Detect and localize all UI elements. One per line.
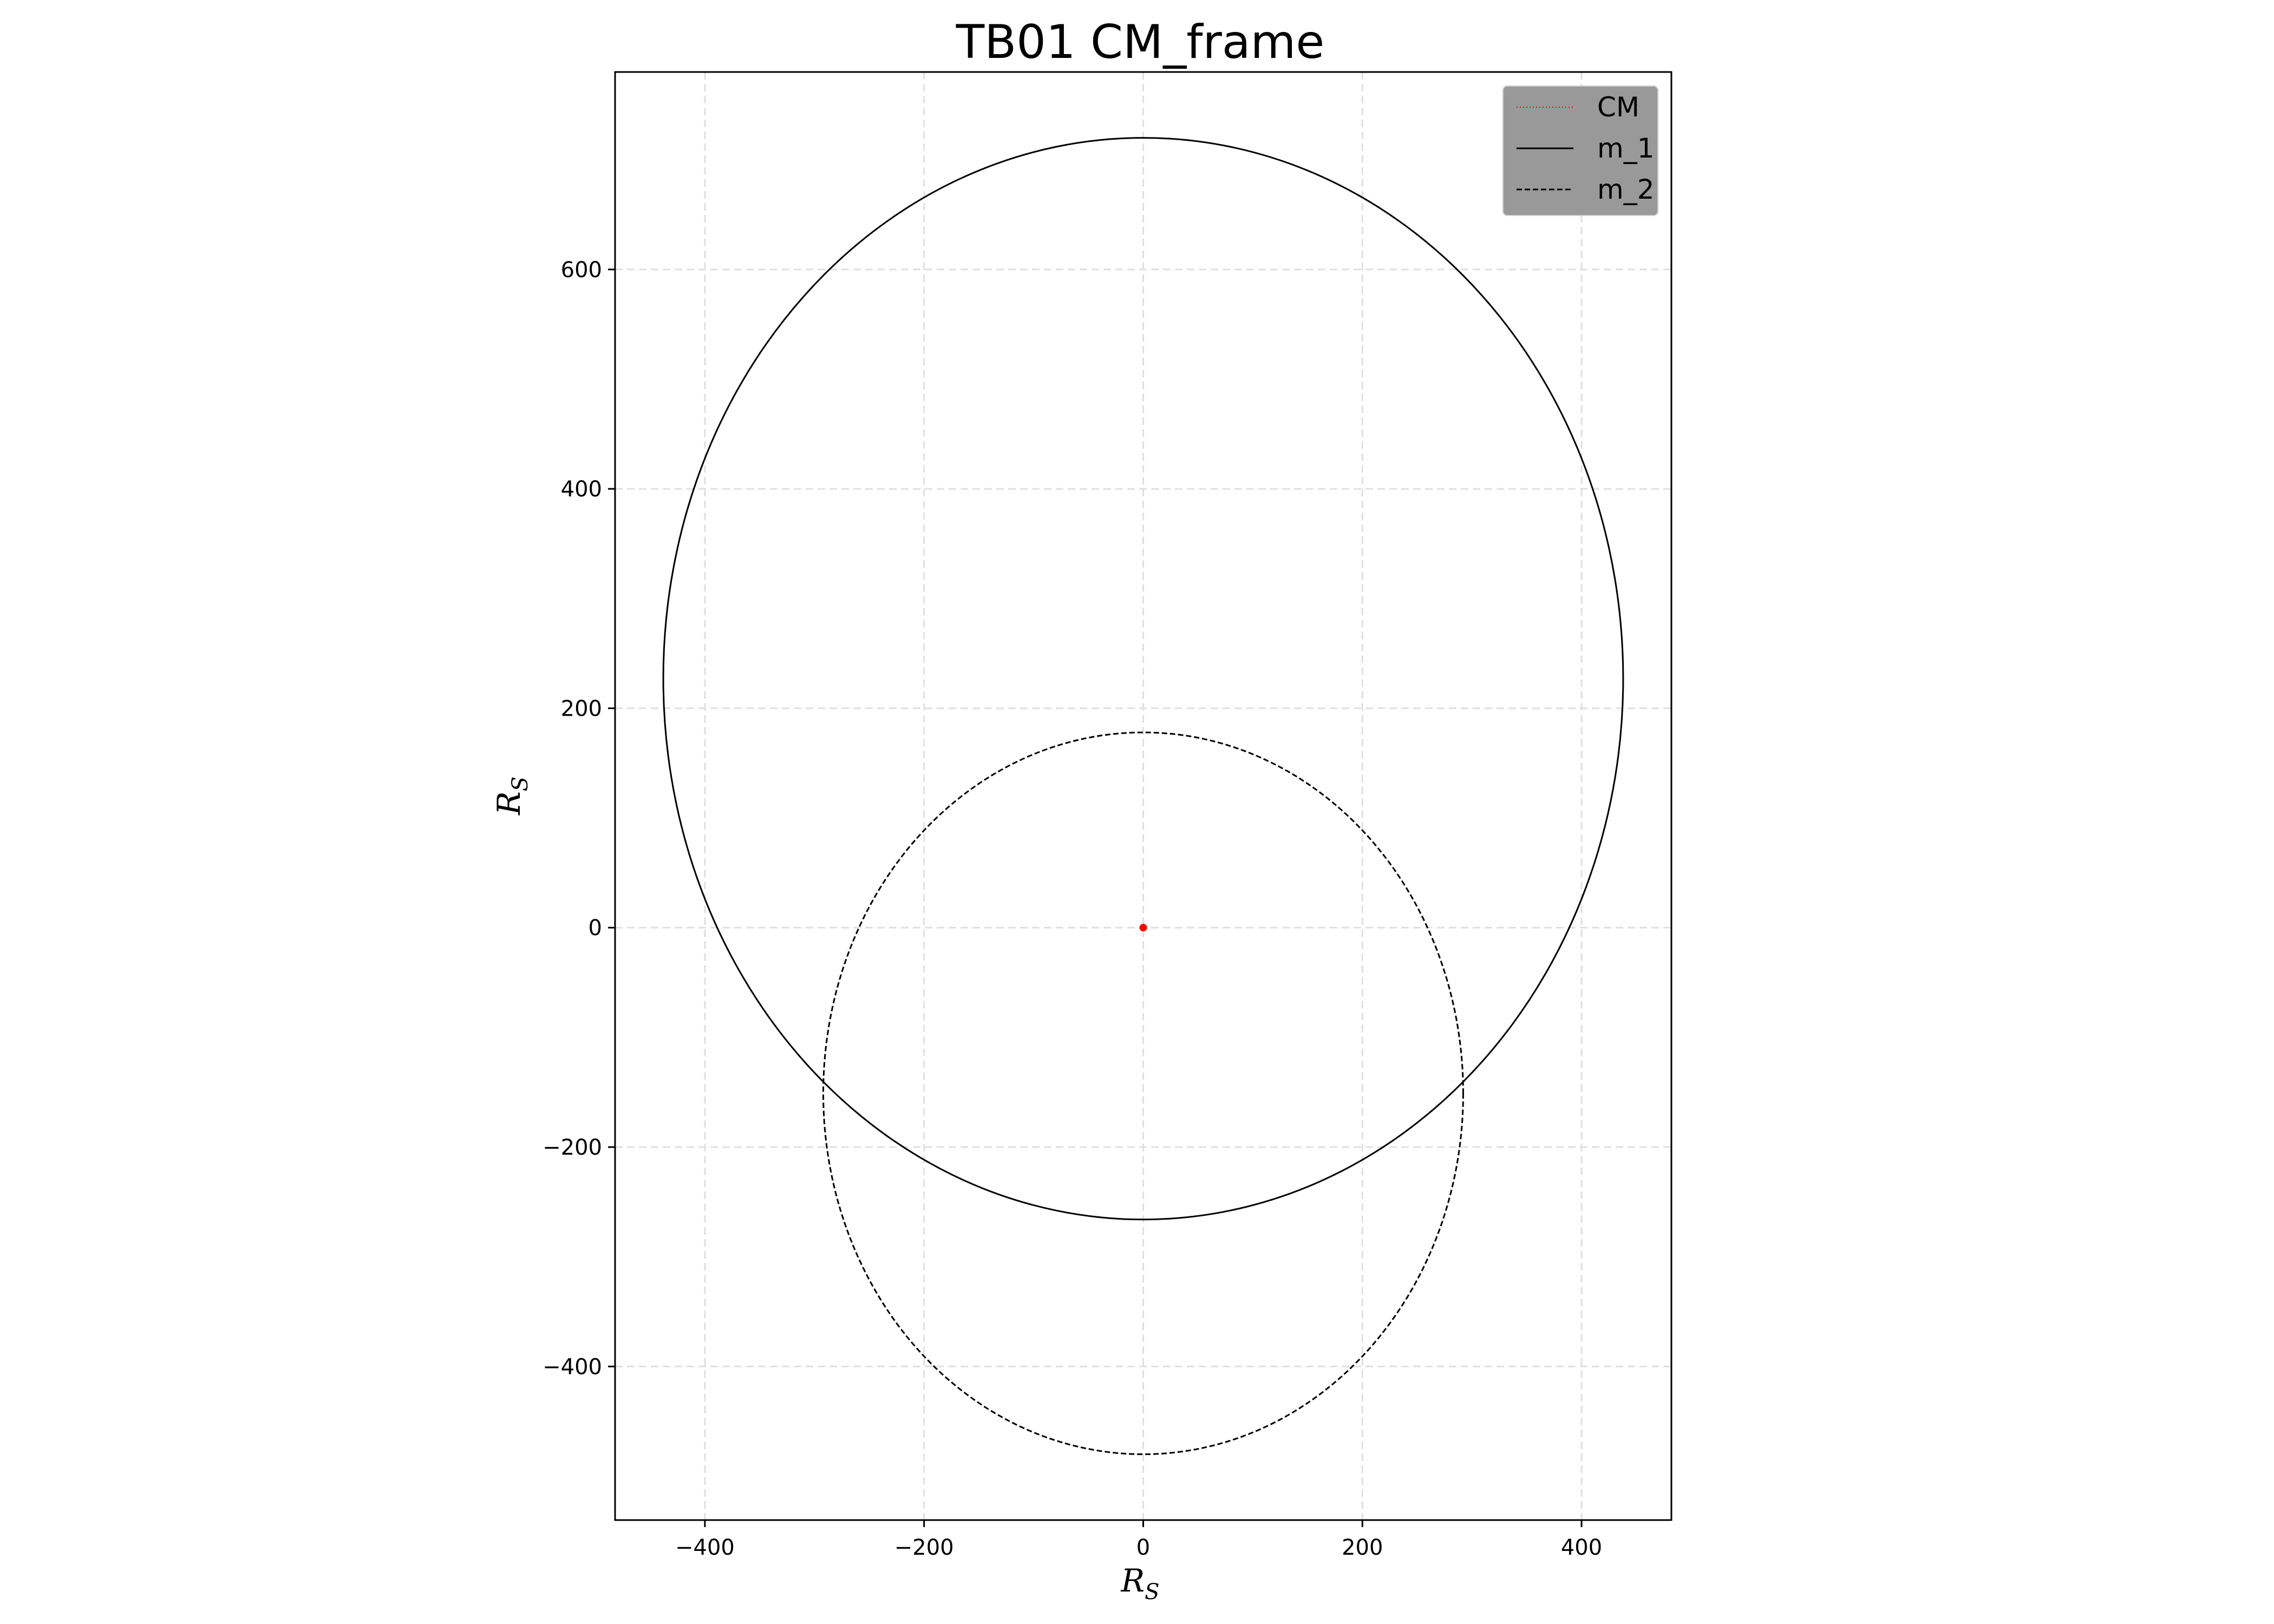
x-tick-label: −400	[675, 1535, 735, 1560]
x-axis-label-main: R	[1120, 1562, 1145, 1599]
y-axis-label-sub: S	[508, 776, 533, 791]
legend: CM m_1 m_2	[1502, 86, 1658, 216]
y-axis-ticks: −400 −200 0 200 400 600	[543, 258, 615, 1379]
x-axis-label: RS	[1120, 1562, 1159, 1605]
y-tick-label: −200	[543, 1135, 602, 1160]
series-layer	[662, 137, 1624, 1455]
grid	[615, 72, 1671, 1520]
y-tick-label: 0	[589, 916, 602, 941]
x-tick-label: −200	[894, 1535, 954, 1560]
y-tick-label: 400	[561, 477, 602, 502]
orbit-m-2	[822, 731, 1464, 1455]
x-tick-label: 200	[1342, 1535, 1383, 1560]
y-tick-label: 200	[561, 696, 602, 721]
y-axis-label-main: R	[491, 791, 527, 816]
legend-label-CM: CM	[1597, 91, 1639, 123]
y-axis-label: RS	[491, 776, 533, 815]
orbit-m-1	[662, 137, 1624, 1221]
x-axis-label-sub: S	[1145, 1580, 1159, 1605]
x-tick-label: 0	[1136, 1535, 1150, 1560]
cm-point	[1139, 924, 1147, 932]
y-tick-label: −400	[543, 1354, 602, 1379]
x-tick-label: 400	[1561, 1535, 1602, 1560]
chart-title: TB01 CM_frame	[956, 15, 1325, 69]
y-tick-label: 600	[561, 258, 602, 283]
legend-label-m-1: m_1	[1597, 133, 1655, 164]
legend-box	[1502, 86, 1658, 216]
x-axis-ticks: −400 −200 0 200 400	[675, 1520, 1602, 1560]
legend-label-m-2: m_2	[1597, 174, 1655, 205]
